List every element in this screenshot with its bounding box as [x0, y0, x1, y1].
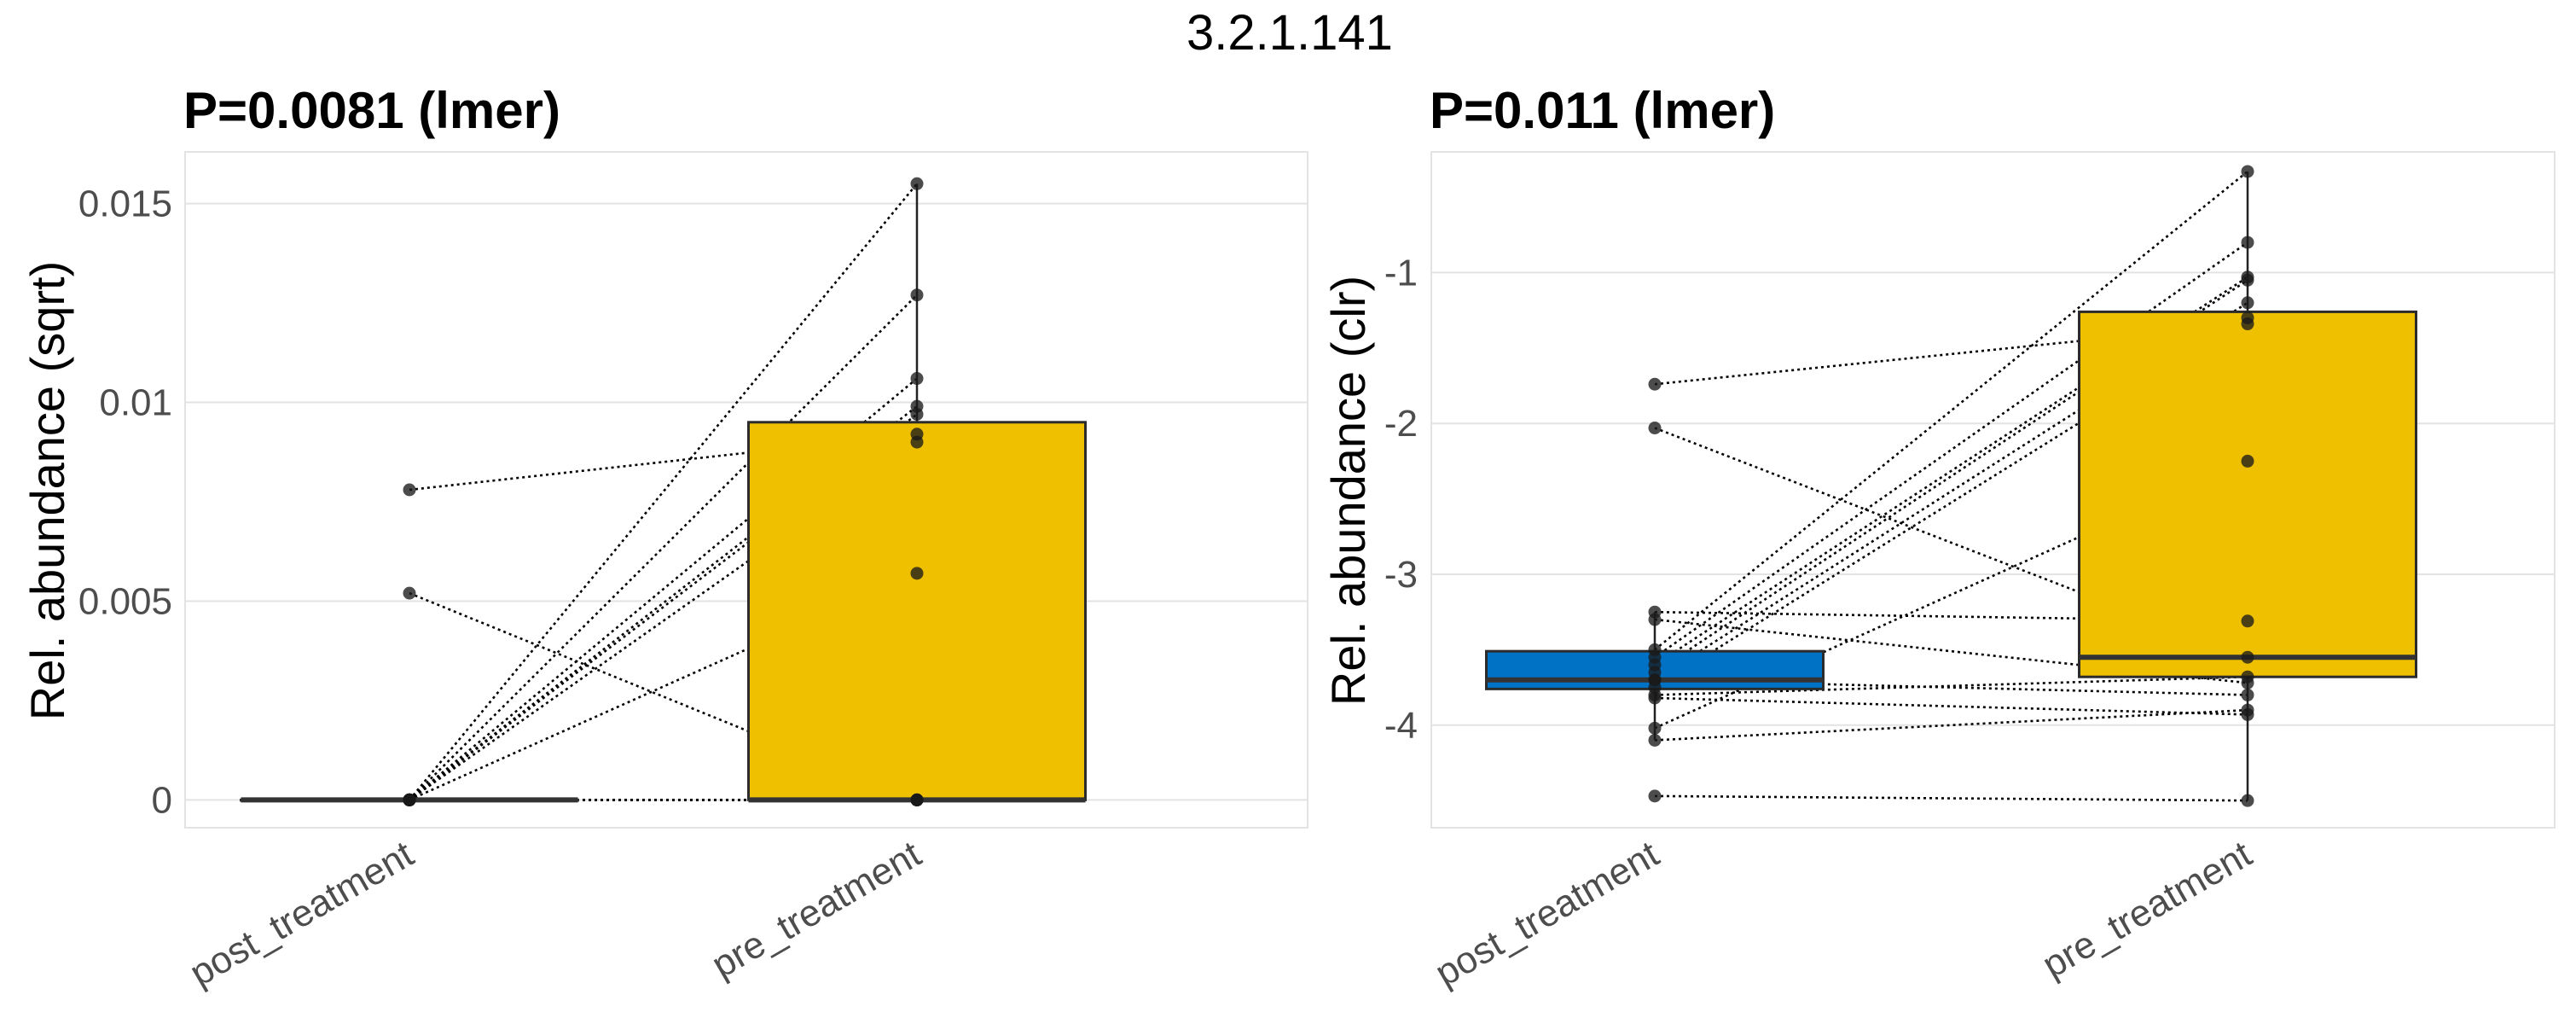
data-point — [1648, 789, 1662, 803]
y-tick-label: -2 — [1384, 403, 1418, 445]
data-point — [1648, 422, 1662, 435]
data-point — [1648, 733, 1662, 747]
data-point — [403, 793, 416, 806]
data-point — [2241, 236, 2254, 249]
data-point — [1648, 377, 1662, 391]
box-pre_treatment — [747, 421, 1087, 801]
data-point — [2241, 165, 2254, 178]
data-point — [2241, 688, 2254, 701]
y-tick-label: -1 — [1384, 252, 1418, 294]
figure-title: 3.2.1.141 — [1186, 5, 1393, 61]
data-point — [910, 567, 924, 580]
data-point — [910, 288, 924, 302]
data-point — [910, 177, 924, 190]
data-point — [2241, 454, 2254, 468]
data-point — [2241, 614, 2254, 628]
data-point — [910, 372, 924, 386]
paired-line — [409, 591, 918, 801]
y-tick-label: 0.015 — [78, 183, 172, 225]
data-point — [2241, 296, 2254, 310]
panel-title: P=0.011 (lmer) — [1430, 82, 1775, 139]
data-point — [2241, 273, 2254, 287]
y-tick-label: -3 — [1384, 554, 1418, 596]
data-point — [1648, 613, 1662, 626]
y-axis-label: Rel. abundance (clr) — [1321, 276, 1375, 706]
paired-line — [409, 441, 918, 801]
panel-title: P=0.0081 (lmer) — [183, 82, 560, 139]
y-axis-label: Rel. abundance (sqrt) — [20, 261, 74, 721]
paired-line — [1654, 170, 2248, 651]
panel-border — [1430, 151, 2556, 829]
paired-line — [1654, 794, 2248, 802]
y-tick-label: -4 — [1384, 705, 1418, 747]
panel-border — [184, 151, 1308, 829]
data-point — [2241, 311, 2254, 324]
left-panel: P=0.0081 (lmer) Rel. abundance (sqrt) 0 0… — [20, 82, 1308, 994]
x-tick-label: pre_treatment — [2035, 833, 2259, 986]
y-tick-label: 0.005 — [78, 580, 172, 622]
data-point — [403, 483, 416, 497]
y-tick-label: 0 — [152, 779, 172, 821]
right-panel: P=0.011 (lmer) Rel. abundance (clr) -4 -3… — [1321, 82, 2556, 994]
data-point — [1648, 721, 1662, 735]
paired-line — [408, 183, 919, 801]
y-tick-label: 0.01 — [99, 382, 172, 424]
x-tick-label: post_treatment — [183, 833, 421, 994]
data-point — [2241, 794, 2254, 807]
data-point — [910, 435, 924, 449]
x-tick-label: pre_treatment — [705, 833, 928, 986]
paired-line — [1654, 427, 2248, 659]
x-tick-label: post_treatment — [1428, 833, 1666, 994]
data-point — [2241, 650, 2254, 664]
data-point — [1648, 691, 1662, 705]
paired-line — [1654, 241, 2248, 659]
paired-line — [1654, 276, 2248, 666]
paired-line — [409, 413, 918, 801]
paired-line — [1654, 696, 2248, 716]
data-point — [910, 407, 924, 421]
data-point — [2241, 707, 2254, 721]
data-point — [403, 586, 416, 600]
data-point — [1648, 673, 1662, 687]
data-point — [910, 793, 924, 806]
data-point — [2241, 670, 2254, 684]
